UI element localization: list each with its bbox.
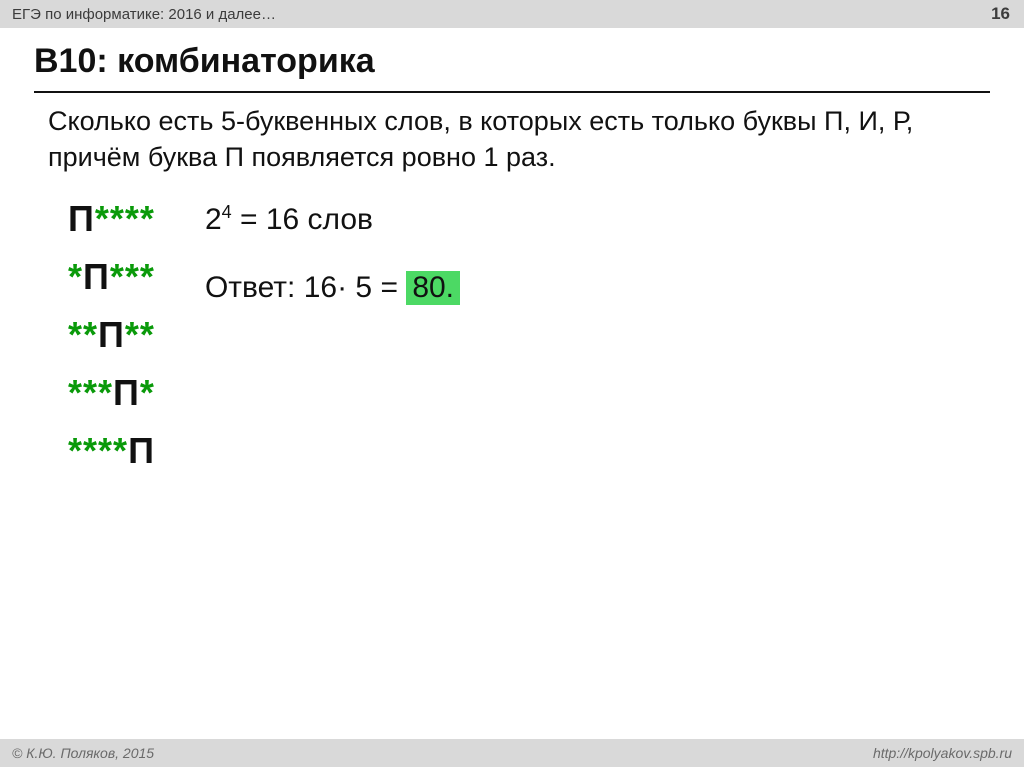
calc-exponent: 4 <box>222 202 232 222</box>
header-bar: ЕГЭ по информатике: 2016 и далее… 16 <box>0 0 1024 28</box>
pattern-wildcard: * <box>68 430 83 471</box>
pattern-wildcard: * <box>83 372 98 413</box>
pattern-letter: П <box>98 314 125 355</box>
pattern-wildcard: * <box>98 372 113 413</box>
calculation-column: 24 = 16 слов Ответ: 16· 5 = 80. <box>205 198 460 472</box>
pattern-row: ****П <box>68 430 155 472</box>
calc-base: 2 <box>205 203 222 236</box>
pattern-wildcard: * <box>125 198 140 239</box>
pattern-wildcard: * <box>125 256 140 297</box>
slide-number: 16 <box>991 4 1010 24</box>
answer-prefix: Ответ: 16 <box>205 271 337 304</box>
slide-title: B10: комбинаторика <box>34 42 990 93</box>
pattern-wildcard: * <box>68 314 83 355</box>
answer-highlight: 80. <box>406 271 460 305</box>
pattern-letter: П <box>83 256 110 297</box>
answer-middle: 5 = <box>347 271 406 304</box>
pattern-wildcard: * <box>68 256 83 297</box>
pattern-row: П**** <box>68 198 155 240</box>
pattern-wildcard: * <box>110 256 125 297</box>
pattern-wildcard: * <box>113 430 128 471</box>
pattern-wildcard: * <box>95 198 110 239</box>
pattern-letter: П <box>113 372 140 413</box>
pattern-wildcard: * <box>125 314 140 355</box>
pattern-wildcard: * <box>140 256 155 297</box>
calc-eq: = 16 слов <box>232 203 373 236</box>
dot-operator: · <box>337 271 347 304</box>
pattern-wildcard: * <box>68 372 83 413</box>
pattern-letter: П <box>128 430 155 471</box>
pattern-row: ***П* <box>68 372 155 414</box>
pattern-wildcard: * <box>83 430 98 471</box>
footer-url: http://kpolyakov.spb.ru <box>873 745 1012 761</box>
pattern-wildcard: * <box>140 372 155 413</box>
pattern-row: **П** <box>68 314 155 356</box>
pattern-wildcard: * <box>140 198 155 239</box>
pattern-wildcard: * <box>83 314 98 355</box>
pattern-wildcard: * <box>140 314 155 355</box>
pattern-wildcard: * <box>98 430 113 471</box>
work-area: П*****П*****П*****П*****П 24 = 16 слов О… <box>34 198 990 472</box>
footer-bar: © К.Ю. Поляков, 2015 http://kpolyakov.sp… <box>0 739 1024 767</box>
copyright: © К.Ю. Поляков, 2015 <box>12 745 154 761</box>
pattern-letter: П <box>68 198 95 239</box>
slide-content: B10: комбинаторика Сколько есть 5-буквен… <box>0 28 1024 739</box>
pattern-wildcard: * <box>110 198 125 239</box>
answer-row: Ответ: 16· 5 = 80. <box>205 271 460 305</box>
calc-row: 24 = 16 слов <box>205 202 460 237</box>
problem-statement: Сколько есть 5-буквенных слов, в которых… <box>34 103 990 176</box>
breadcrumb: ЕГЭ по информатике: 2016 и далее… <box>12 6 276 23</box>
pattern-row: *П*** <box>68 256 155 298</box>
pattern-list: П*****П*****П*****П*****П <box>68 198 155 472</box>
